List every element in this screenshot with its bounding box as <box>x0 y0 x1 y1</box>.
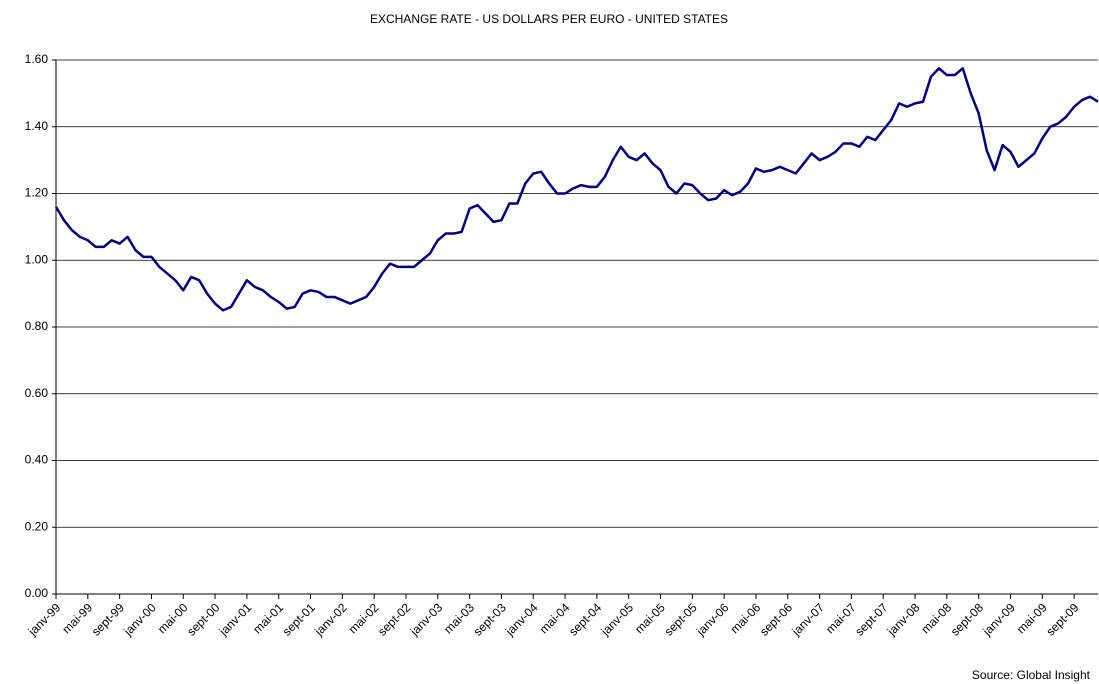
chart-title: EXCHANGE RATE - US DOLLARS PER EURO - UN… <box>370 12 728 26</box>
x-tick-label: sept-08 <box>948 600 986 638</box>
y-tick-label: 1.60 <box>25 52 49 66</box>
x-tick-label: janv-00 <box>120 600 159 639</box>
x-tick-label: janv-03 <box>407 600 446 639</box>
x-tick-label: sept-01 <box>280 600 318 638</box>
x-tick-label: janv-06 <box>693 600 732 639</box>
y-tick-label: 0.40 <box>25 453 49 467</box>
x-tick-label: sept-00 <box>184 600 222 638</box>
y-tick-label: 1.20 <box>25 186 49 200</box>
x-tick-label: sept-06 <box>757 600 795 638</box>
x-tick-label: janv-09 <box>979 600 1018 639</box>
source-note: Source: Global Insight <box>972 668 1091 682</box>
x-tick-label: janv-07 <box>789 600 828 639</box>
x-tick-label: sept-02 <box>375 600 413 638</box>
y-tick-label: 0.20 <box>25 519 49 533</box>
x-tick-label: sept-05 <box>661 600 699 638</box>
x-tick-label: sept-07 <box>852 600 890 638</box>
y-tick-label: 0.80 <box>25 319 49 333</box>
y-tick-label: 1.40 <box>25 119 49 133</box>
x-tick-label: janv-04 <box>502 600 541 639</box>
y-tick-label: 0.00 <box>25 586 49 600</box>
x-tick-label: sept-09 <box>1043 600 1081 638</box>
y-tick-label: 1.00 <box>25 252 49 266</box>
x-tick-label: sept-03 <box>471 600 509 638</box>
x-tick-label: janv-02 <box>311 600 350 639</box>
series-line <box>54 67 1099 312</box>
x-tick-label: janv-05 <box>598 600 637 639</box>
x-tick-label: janv-01 <box>216 600 255 639</box>
x-tick-label: janv-99 <box>25 600 64 639</box>
x-tick-label: sept-04 <box>566 600 604 638</box>
y-tick-label: 0.60 <box>25 386 49 400</box>
x-tick-label: sept-99 <box>89 600 127 638</box>
x-tick-label: janv-08 <box>884 600 923 639</box>
